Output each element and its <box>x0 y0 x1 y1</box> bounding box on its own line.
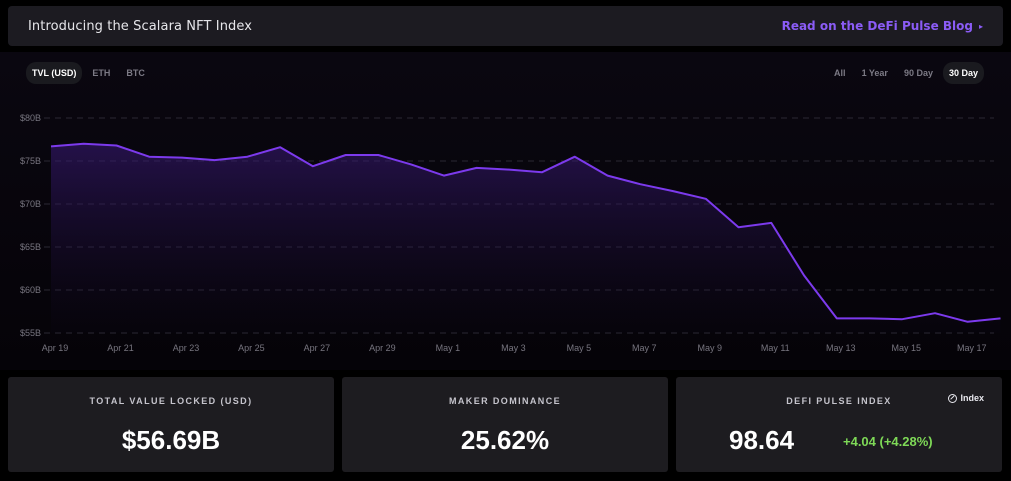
defi-pulse-index-label: DEFI PULSE INDEX <box>786 396 892 406</box>
x-tick-label: Apr 29 <box>369 343 396 353</box>
index-icon <box>948 393 958 403</box>
defi-pulse-index-card: DEFI PULSE INDEX Index 98.64 +4.04 (+4.2… <box>676 377 1002 472</box>
x-tick-label: Apr 25 <box>238 343 265 353</box>
y-tick-label: $70B <box>20 199 41 209</box>
x-tick-label: Apr 27 <box>304 343 331 353</box>
x-tick-label: May 5 <box>567 343 592 353</box>
toggle-30-day[interactable]: 30 Day <box>942 62 984 84</box>
banner-title: Introducing the Scalara NFT Index <box>28 18 253 34</box>
toggle-all[interactable]: All <box>834 68 846 78</box>
index-value: 98.64 <box>729 425 795 455</box>
toggle-90-day[interactable]: 90 Day <box>903 68 933 78</box>
tvl-label: TOTAL VALUE LOCKED (USD) <box>89 396 253 406</box>
announcement-banner: Introducing the Scalara NFT Index Read o… <box>8 6 1003 46</box>
blog-link[interactable]: Read on the DeFi Pulse Blog ▸ <box>782 19 983 33</box>
blog-link-label[interactable]: Read on the DeFi Pulse Blog <box>781 19 973 33</box>
maker-dominance-value: 25.62% <box>460 425 550 455</box>
tvl-area <box>51 143 1001 333</box>
x-tick-label: May 7 <box>632 343 657 353</box>
x-tick-label: May 3 <box>501 343 526 353</box>
range-toggle-group: All 1 Year 90 Day 30 Day <box>828 62 984 84</box>
toggle-btc[interactable]: BTC <box>126 68 145 78</box>
metric-toggle-group: TVL (USD) ETH BTC <box>26 62 151 84</box>
x-tick-label: May 9 <box>698 343 723 353</box>
toggle-eth[interactable]: ETH <box>92 68 111 78</box>
y-tick-label: $55B <box>20 328 41 338</box>
tvl-line <box>50 142 1001 323</box>
x-tick-label: Apr 19 <box>42 343 69 353</box>
x-tick-label: May 1 <box>436 343 461 353</box>
tvl-value: $56.69B <box>121 425 221 455</box>
tvl-card: TOTAL VALUE LOCKED (USD) $56.69B <box>8 377 334 472</box>
y-tick-label: $80B <box>20 113 41 123</box>
y-tick-label: $75B <box>20 156 41 166</box>
toggle-1-year[interactable]: 1 Year <box>861 68 888 78</box>
y-tick-label: $60B <box>20 285 41 295</box>
maker-dominance-card: MAKER DOMINANCE 25.62% <box>342 377 668 472</box>
x-tick-label: May 17 <box>957 343 987 353</box>
chevron-right-icon: ▸ <box>978 21 983 31</box>
index-badge[interactable]: Index <box>948 393 984 403</box>
x-tick-label: May 13 <box>826 343 856 353</box>
index-badge-label[interactable]: Index <box>960 393 984 403</box>
tvl-chart: $80B $75B $70B $65B $60B $55B Apr 19 Apr 21 Apr… <box>20 113 1001 353</box>
x-tick-label: May 11 <box>761 343 790 353</box>
toggle-tvl-usd[interactable]: TVL (USD) <box>26 62 83 84</box>
x-tick-label: May 15 <box>891 343 921 353</box>
y-tick-label: $65B <box>20 242 41 252</box>
x-tick-label: Apr 23 <box>173 343 200 353</box>
index-change: +4.04 (+4.28%) <box>843 434 933 449</box>
x-tick-label: Apr 21 <box>107 343 134 353</box>
maker-dominance-label: MAKER DOMINANCE <box>449 396 561 406</box>
